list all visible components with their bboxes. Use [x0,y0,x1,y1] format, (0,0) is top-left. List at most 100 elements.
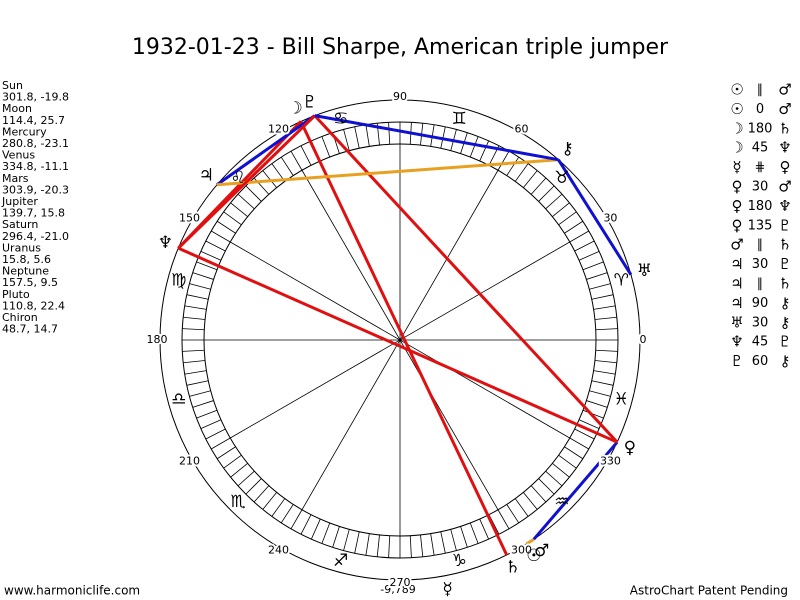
ring-tick [469,136,479,158]
ring-tick [354,531,360,554]
ring-tick [545,193,563,210]
planet-name: Neptune [2,265,49,278]
ring-tick [245,185,262,202]
aspect-line [532,441,619,541]
aspect-planet: ♀ [732,197,743,215]
aspect-planet: ♃ [730,275,743,293]
ring-tick [196,261,218,271]
ring-tick [450,529,457,551]
ring-tick [497,509,510,529]
aspect-planet: ♂ [778,81,791,99]
zodiac-sign: ♑ [452,551,467,571]
planet-position: 334.8, -11.1 [2,160,69,173]
zodiac-sign: ♓ [614,389,629,409]
planet-position: 114.4, 25.7 [2,114,65,127]
ring-tick [186,294,209,300]
planet-position: 157.5, 9.5 [2,276,58,289]
ring-tick [388,122,391,145]
ring-tick [594,316,617,320]
ring-tick [552,463,570,478]
aspect-type: ∥ [757,277,764,292]
ring-tick [506,504,520,524]
ring-tick [574,428,595,440]
ring-tick [479,140,490,162]
ring-tick [569,437,589,450]
zodiac-sign: ♐ [333,551,348,571]
aspect-planet: ♂ [730,236,743,254]
planet-position: 110.8, 22.4 [2,299,65,312]
ring-tick [365,533,370,556]
aspect-planet: ♀ [732,216,743,234]
ring-tick [523,492,538,510]
footer-left: www.harmoniclife.com [4,584,140,598]
ring-tick [586,272,608,280]
zodiac-sign: ♉ [554,168,569,188]
ring-tick [271,498,286,517]
ring-tick [189,390,211,397]
aspect-planet: ♇ [778,333,791,351]
aspect-type: 45 [752,335,769,350]
aspect-line [177,246,618,444]
ring-tick [182,328,205,331]
ring-tick [262,170,277,188]
degree-label: 90 [393,90,407,103]
ring-tick [589,390,611,397]
planet-name: Moon [2,102,32,115]
planet-name: Mars [2,172,29,185]
ring-tick [514,498,529,517]
ring-tick [578,419,600,430]
ring-tick [589,283,611,290]
planet-position: 48.7, 14.7 [2,323,58,336]
aspect-type: 30 [752,257,769,272]
ring-tick [237,470,255,487]
zodiac-sign: ♈ [614,271,629,291]
ring-tick [530,485,547,503]
ring-tick [595,349,618,352]
ring-tick [223,454,242,469]
aspect-type: ⋕ [755,160,766,175]
ring-tick [430,533,435,556]
planet-name: Uranus [2,241,41,254]
aspect-planet: ♅ [730,313,743,331]
planet-name: Mercury [2,125,47,138]
ring-tick [582,261,604,271]
planet-glyph: ♀ [624,438,636,458]
ring-tick [586,400,608,408]
ring-tick [558,211,577,226]
ring-tick [211,437,231,450]
ring-tick [183,360,206,364]
ring-tick [290,151,303,171]
ring-tick [300,514,312,535]
planet-name: Venus [2,149,35,162]
ring-tick [280,156,294,176]
aspect-line [299,120,509,556]
planet-position: 303.9, -20.3 [2,183,69,196]
zodiac-sign: ♒ [554,492,569,512]
harmonic-value: -9,789 [380,583,415,596]
ring-tick [376,534,380,557]
ring-tick [569,230,589,243]
aspect-type: 135 [748,218,773,233]
ring-tick [591,380,614,386]
ring-tick [183,316,206,320]
footer-right: AstroChart Patent Pending [630,584,788,598]
aspect-planet: ☉ [730,81,743,99]
ring-tick [211,230,231,243]
ring-tick [230,202,248,217]
aspect-line [216,114,316,186]
degree-label: 240 [268,543,289,556]
aspect-planet: ⚷ [780,313,791,331]
ring-tick [479,518,490,540]
planet-glyph: ♇ [302,93,317,113]
aspect-type: 30 [752,180,769,195]
aspect-planet: ♂ [778,178,791,196]
aspect-type: 90 [752,296,769,311]
degree-label: 300 [511,543,532,556]
degree-label: 180 [147,333,168,346]
ring-tick [253,485,270,503]
ring-tick [538,478,555,495]
zodiac-sign: ♍ [171,271,186,291]
aspect-line [216,158,559,187]
planet-glyph: ☉ [526,546,541,566]
